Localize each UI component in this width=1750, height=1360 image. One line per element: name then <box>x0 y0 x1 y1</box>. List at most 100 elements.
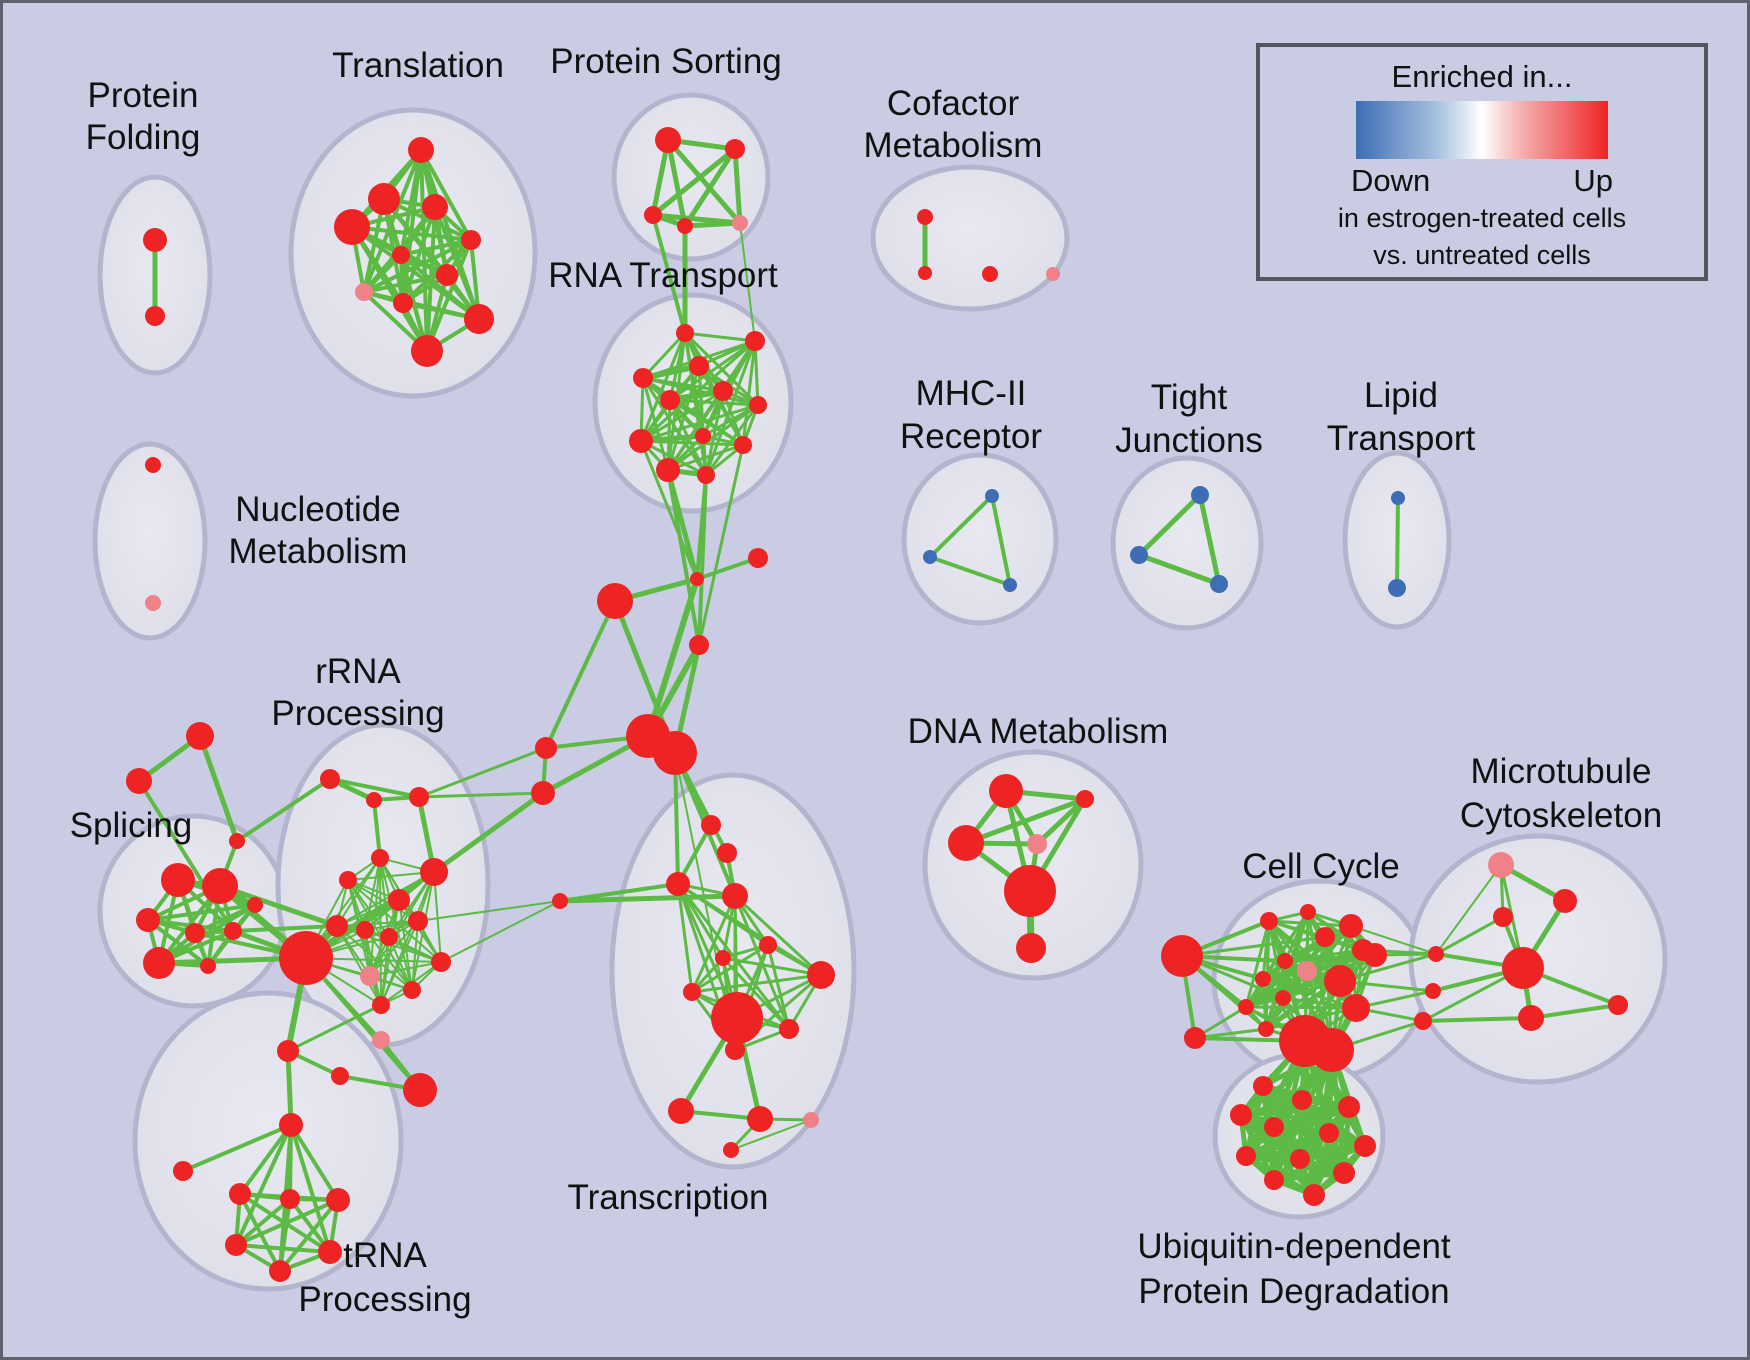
edge-tc4-tc7 <box>733 894 823 977</box>
edge-rr10-rr13 <box>411 920 419 991</box>
enrichment-map-canvas: Protein Folding Translation Protein Sorting… <box>70 42 1668 1319</box>
node-rr4 <box>371 849 389 867</box>
node-t1 <box>408 137 434 163</box>
edge-mt6-mt7 <box>1529 1003 1620 1020</box>
node-dm1 <box>989 774 1023 808</box>
node-tc6 <box>715 950 731 966</box>
edge-ps2-ps5 <box>732 146 743 226</box>
node-tc11 <box>668 1098 694 1124</box>
edge-cc3-rr15 <box>544 599 617 750</box>
node-tn9 <box>331 1067 349 1085</box>
edge-cy16-mt6 <box>1421 1016 1533 1023</box>
edge-rt7-rt8 <box>639 403 760 443</box>
node-cc2 <box>690 572 704 586</box>
node-sp8 <box>200 958 216 974</box>
node-rt11 <box>656 458 680 482</box>
edge-sp2-rr8 <box>217 883 340 929</box>
cluster-ellipse-protein-sorting <box>611 92 771 262</box>
node-cy16 <box>1414 1012 1432 1030</box>
edge-tc13-tcPink <box>730 1119 812 1151</box>
node-tn8 <box>277 1040 299 1062</box>
cluster-labels: Protein Folding Translation Protein Sorting… <box>70 42 1662 1319</box>
cluster-label-protein-folding: Protein Folding <box>86 76 201 157</box>
node-ub9 <box>1290 1149 1310 1169</box>
edge-tc5-tc9 <box>766 943 791 1031</box>
node-cyBig3 <box>1310 1028 1354 1072</box>
node-mh2 <box>923 550 937 564</box>
node-t10 <box>464 304 494 334</box>
node-rrPink <box>360 966 380 986</box>
edge-rr14-tn8 <box>286 1003 383 1053</box>
edge-lt1-lt2 <box>1395 496 1400 590</box>
edge-t5-t6 <box>399 238 473 257</box>
node-tn4 <box>326 1188 350 1212</box>
node-rr1 <box>320 769 340 789</box>
node-rt12 <box>697 466 715 484</box>
edge-cy14-mt2 <box>1434 915 1505 956</box>
edge-rt6-rt10 <box>668 398 745 447</box>
cluster-label-tight-junctions: Tight Junctions <box>1115 378 1263 460</box>
node-ub2 <box>1292 1090 1312 1110</box>
node-cy3 <box>1315 927 1335 947</box>
node-ub6 <box>1319 1123 1339 1143</box>
cluster-label-translation: Translation <box>332 46 504 85</box>
node-sp2 <box>202 868 238 904</box>
node-tc12 <box>747 1106 773 1132</box>
legend-down-label: Down <box>1351 163 1431 198</box>
node-sp1 <box>161 863 195 897</box>
node-tn3 <box>280 1189 300 1209</box>
node-t9 <box>393 293 413 313</box>
legend-box: Enriched in... Down Up in estrogen-treat… <box>1256 43 1708 281</box>
edge-rt2-rt7 <box>753 339 760 407</box>
node-cc4 <box>689 635 709 655</box>
edge-rt2-rt10 <box>741 339 757 447</box>
node-sp5 <box>143 947 175 979</box>
node-tcPink <box>803 1112 819 1128</box>
edge-ft1-ft3 <box>197 733 240 844</box>
node-rr5 <box>339 871 357 889</box>
edge-dm2-dmPink <box>1034 796 1088 847</box>
edge-ub10-ub11 <box>1271 1170 1347 1183</box>
edge-tc6-tc9 <box>721 956 791 1031</box>
edge-rr7-rr12 <box>398 899 442 963</box>
node-ub10 <box>1264 1170 1284 1190</box>
node-cf3 <box>982 266 998 282</box>
edge-rr16-rr3 <box>417 791 545 799</box>
legend-gradient-bar <box>1356 101 1608 159</box>
legend-subtitle-line2: vs. untreated cells <box>1373 240 1591 271</box>
cluster-label-trna-processing: tRNA Processing <box>298 1236 471 1319</box>
node-mt7 <box>1608 995 1628 1015</box>
edge-rt8-rt12 <box>639 439 708 477</box>
node-rr10 <box>408 911 428 931</box>
node-tc7 <box>807 961 835 989</box>
edge-ps1-ps4 <box>665 137 688 229</box>
edge-dm2-dm3 <box>963 796 1088 846</box>
node-rr6 <box>420 858 448 886</box>
edge-t6-t10 <box>399 253 481 321</box>
node-tn7 <box>269 1260 291 1282</box>
edge-cy14-cy12 <box>1338 952 1438 983</box>
node-mt2 <box>1493 907 1513 927</box>
edge-cy0-cy11 <box>1193 1027 1268 1040</box>
cluster-ellipse-tight-junctions <box>1110 455 1264 631</box>
node-rr8 <box>326 915 348 937</box>
edge-ps1-ps5 <box>665 137 743 226</box>
edge-tc5-tc8 <box>690 943 770 994</box>
edge-cy1-cy10 <box>1244 919 1271 1009</box>
node-mh1 <box>985 489 999 503</box>
node-cy0 <box>1184 1027 1206 1049</box>
edge-tnHub-tn8 <box>285 1048 294 1128</box>
cluster-label-cofactor-metabolism: Cofactor Metabolism <box>864 84 1043 165</box>
node-cy11 <box>1258 1021 1274 1037</box>
edge-rt4-rt11 <box>641 376 670 472</box>
node-ps5 <box>732 215 748 231</box>
node-cy14 <box>1428 946 1444 962</box>
edge-t7-t8 <box>362 273 449 294</box>
edge-tnHub-tn5 <box>234 1123 293 1247</box>
node-rr2 <box>366 792 382 808</box>
node-tj2 <box>1130 546 1148 564</box>
node-rr17 <box>552 893 568 909</box>
cluster-label-mhc-ii-receptor: MHC-II Receptor <box>900 374 1042 456</box>
node-t7 <box>436 264 458 286</box>
edge-mh2-mh3 <box>928 555 1012 587</box>
